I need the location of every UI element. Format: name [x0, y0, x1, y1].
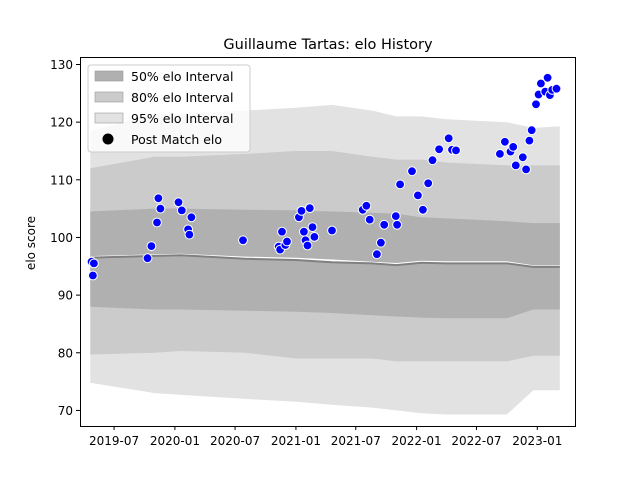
y-tick-label: 70 — [58, 404, 73, 418]
legend-swatch — [94, 112, 124, 124]
data-point — [153, 193, 164, 204]
data-point — [427, 155, 438, 166]
data-point — [536, 78, 546, 89]
data-point — [542, 72, 553, 83]
data-point — [443, 133, 454, 144]
data-point — [551, 83, 562, 94]
data-point — [304, 203, 315, 214]
data-point — [89, 258, 99, 269]
data-point — [155, 203, 166, 214]
data-point — [364, 214, 375, 225]
data-point — [376, 237, 386, 248]
y-tick-label: 100 — [50, 231, 73, 245]
data-point — [146, 241, 157, 252]
data-point — [302, 240, 313, 251]
data-point — [299, 226, 309, 237]
data-point — [418, 204, 428, 215]
legend-label: Post Match elo — [131, 132, 222, 147]
legend-label: 80% elo Interval — [131, 90, 233, 105]
legend: 50% elo Interval 80% elo Interval 95% elo … — [87, 64, 251, 153]
x-tick-label: 2023-01 — [512, 434, 562, 448]
data-point — [395, 179, 406, 190]
data-point — [296, 206, 307, 216]
data-point — [508, 142, 519, 152]
x-tick-label: 2020-01 — [150, 434, 200, 448]
data-point — [526, 125, 537, 136]
x-tick-label: 2022-01 — [392, 434, 442, 448]
legend-label: 50% elo Interval — [131, 69, 233, 84]
data-point — [176, 205, 187, 216]
data-point — [531, 99, 541, 110]
legend-box — [87, 64, 251, 153]
data-point — [500, 136, 510, 147]
data-point — [309, 232, 320, 242]
y-tick-label: 110 — [50, 173, 73, 187]
legend-swatch — [94, 70, 124, 82]
data-point — [524, 135, 535, 146]
data-point — [495, 149, 505, 159]
data-point — [277, 226, 287, 237]
axes-ticks: 70 80 90 100 110 120 130 2019-07 2020-01 2020-07 2… — [50, 58, 562, 448]
x-tick-label: 2022-07 — [451, 434, 501, 448]
data-point — [390, 211, 401, 222]
x-tick-label: 2019-07 — [89, 434, 139, 448]
data-point — [510, 160, 521, 171]
data-point — [184, 229, 195, 240]
y-tick-label: 80 — [58, 346, 73, 360]
y-tick-label: 130 — [50, 58, 73, 72]
data-point — [413, 190, 423, 201]
data-point — [372, 249, 382, 260]
data-point — [88, 270, 98, 281]
band-50 — [90, 208, 560, 319]
y-axis-label: elo score — [24, 216, 38, 270]
data-point — [186, 212, 197, 223]
data-point — [238, 235, 248, 246]
data-point — [521, 164, 531, 175]
legend-swatch — [94, 91, 124, 103]
data-point — [361, 200, 372, 211]
legend-label: 95% elo Interval — [131, 111, 233, 126]
data-point — [434, 144, 445, 155]
y-tick-label: 120 — [50, 116, 73, 130]
data-point — [327, 225, 337, 236]
data-point — [423, 178, 434, 189]
data-point — [173, 197, 184, 208]
data-point — [392, 219, 403, 230]
chart-title: Guillaume Tartas: elo History — [223, 37, 433, 53]
axes-frame — [80, 57, 576, 427]
x-tick-label: 2021-07 — [331, 434, 381, 448]
y-tick-label: 90 — [58, 289, 73, 303]
data-point — [451, 145, 461, 156]
median-line — [90, 254, 560, 268]
data-point — [152, 217, 162, 228]
x-tick-label: 2020-07 — [210, 434, 260, 448]
x-tick-label: 2021-01 — [271, 434, 321, 448]
data-point — [307, 222, 318, 233]
data-point — [517, 152, 528, 163]
data-point — [282, 236, 292, 247]
data-point — [407, 166, 417, 177]
data-point — [142, 253, 153, 264]
plot-area — [86, 72, 562, 415]
data-point — [379, 219, 390, 230]
legend-marker — [102, 133, 114, 145]
